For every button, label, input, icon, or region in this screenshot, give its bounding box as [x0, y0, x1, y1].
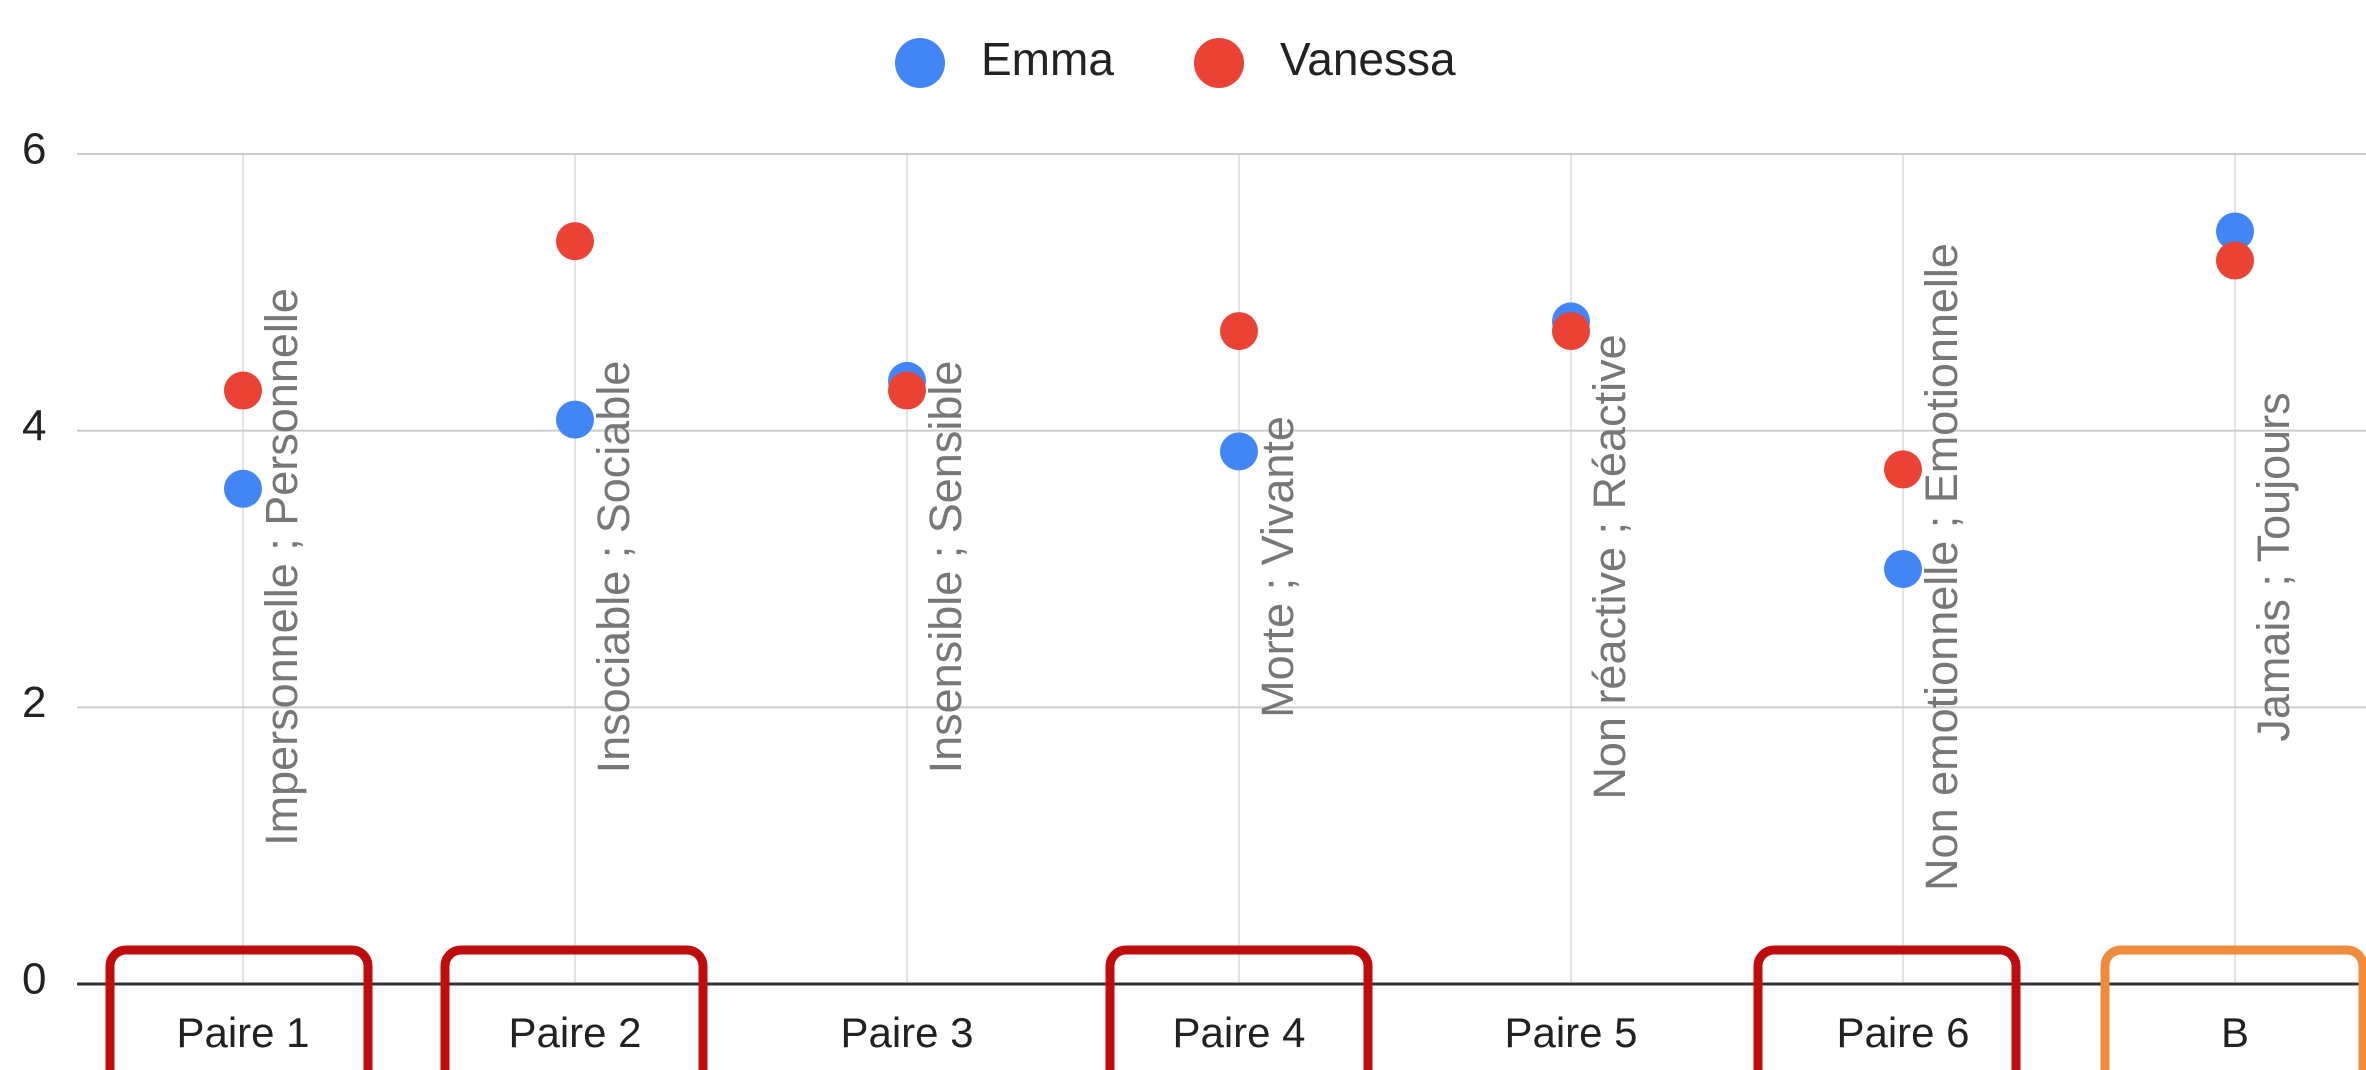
x-tick-label: Paire 1	[176, 1009, 309, 1056]
point	[2216, 212, 2254, 251]
x-tick-label: Paire 6	[1836, 1009, 1969, 1056]
highlight-box	[2100, 945, 2366, 1070]
x-tick-label: Paire 5	[1504, 1009, 1637, 1056]
point	[1220, 312, 1258, 351]
point	[556, 222, 594, 261]
annotation: Insensible ; Sensible	[920, 361, 971, 774]
legend-swatch	[895, 38, 945, 88]
legend-swatch	[1194, 38, 1244, 88]
annotation: Insociable ; Sociable	[588, 361, 639, 774]
point	[1884, 550, 1922, 588]
x-tick-label: Paire 2	[508, 1009, 641, 1056]
annotation: Morte ; Vivante	[1252, 416, 1303, 718]
highlight-box	[105, 945, 373, 1070]
annotation: Non réactive ; Réactive	[1584, 334, 1635, 799]
highlight-box	[1105, 945, 1373, 1070]
annotation: Jamais ; Toujours	[2248, 392, 2299, 741]
point	[2216, 241, 2254, 280]
y-tick-label: 0	[22, 955, 46, 1004]
y-tick-label: 6	[22, 125, 46, 174]
point	[224, 469, 262, 508]
point	[224, 371, 262, 410]
y-tick-label: 4	[22, 401, 46, 450]
x-tick-label: B	[2221, 1009, 2249, 1056]
x-tick-label: Paire 3	[840, 1009, 973, 1056]
highlights	[105, 945, 2366, 1070]
point	[1220, 432, 1258, 471]
point	[1552, 312, 1590, 351]
legend-label: Emma	[981, 33, 1114, 85]
point	[556, 400, 594, 439]
x-tick-label: Paire 4	[1172, 1009, 1305, 1056]
grid	[77, 153, 2366, 986]
highlight-box	[1753, 945, 2021, 1070]
point	[1884, 450, 1922, 489]
annotation: Non emotionnelle ; Emotionnelle	[1916, 243, 1967, 891]
y-tick-label: 2	[22, 678, 46, 727]
legend-label: Vanessa	[1280, 33, 1456, 85]
highlight-box	[440, 945, 708, 1070]
point	[888, 371, 926, 410]
annotation: Impersonnelle ; Personnelle	[256, 288, 307, 846]
